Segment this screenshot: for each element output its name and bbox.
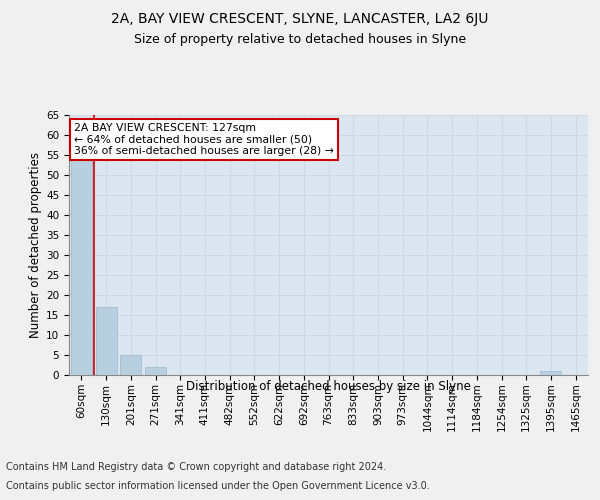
Text: Distribution of detached houses by size in Slyne: Distribution of detached houses by size … [187, 380, 471, 393]
Y-axis label: Number of detached properties: Number of detached properties [29, 152, 42, 338]
Text: Contains HM Land Registry data © Crown copyright and database right 2024.: Contains HM Land Registry data © Crown c… [6, 462, 386, 472]
Text: Contains public sector information licensed under the Open Government Licence v3: Contains public sector information licen… [6, 481, 430, 491]
Bar [145, 367, 166, 375]
Text: 2A, BAY VIEW CRESCENT, SLYNE, LANCASTER, LA2 6JU: 2A, BAY VIEW CRESCENT, SLYNE, LANCASTER,… [112, 12, 488, 26]
Bar [120, 355, 141, 375]
Text: 2A BAY VIEW CRESCENT: 127sqm
← 64% of detached houses are smaller (50)
36% of se: 2A BAY VIEW CRESCENT: 127sqm ← 64% of de… [74, 123, 334, 156]
Bar [95, 307, 116, 375]
Bar [541, 371, 562, 375]
Text: Size of property relative to detached houses in Slyne: Size of property relative to detached ho… [134, 32, 466, 46]
Bar [71, 159, 92, 375]
